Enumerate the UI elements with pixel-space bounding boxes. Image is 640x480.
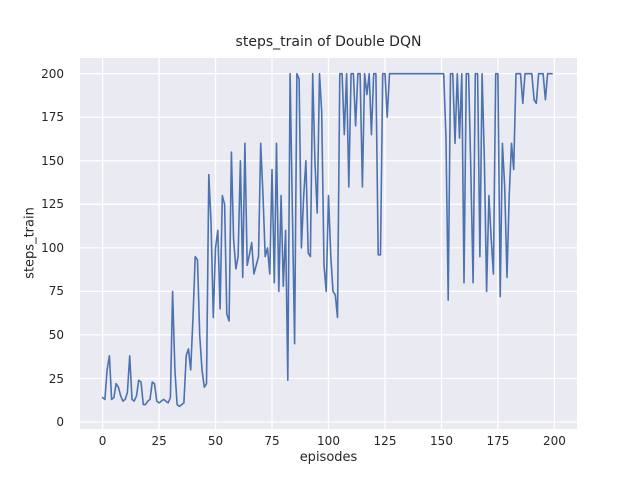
y-tick-labels: 0 25 50 75 100 125 150 175 200 <box>0 58 74 429</box>
x-axis-label: episodes <box>299 450 358 465</box>
x-tick-label: 175 <box>486 434 510 448</box>
x-tick-label: 150 <box>430 434 453 448</box>
plot-area <box>80 58 577 429</box>
x-tick-label: 200 <box>542 434 566 448</box>
y-tick-label: 150 <box>41 153 64 168</box>
y-tick-label: 0 <box>56 415 64 429</box>
x-tick-label: 25 <box>151 434 167 448</box>
x-tick-label: 50 <box>207 434 224 448</box>
x-tick-label: 0 <box>98 434 107 448</box>
y-tick-label: 25 <box>48 371 64 386</box>
x-tick-label: 100 <box>317 434 340 448</box>
x-tick-label: 125 <box>373 434 397 448</box>
chart-title: steps_train of Double DQN <box>235 34 422 50</box>
y-tick-label: 50 <box>48 327 64 342</box>
line-plot <box>80 58 577 429</box>
y-tick-label: 125 <box>41 197 64 212</box>
y-tick-label: 100 <box>41 240 64 255</box>
y-tick-label: 200 <box>41 66 64 81</box>
y-tick-label: 175 <box>41 110 64 125</box>
y-tick-label: 75 <box>48 284 64 299</box>
x-tick-label: 75 <box>264 434 280 448</box>
x-tick-labels: 0 25 50 75 100 125 150 175 200 <box>80 434 577 450</box>
